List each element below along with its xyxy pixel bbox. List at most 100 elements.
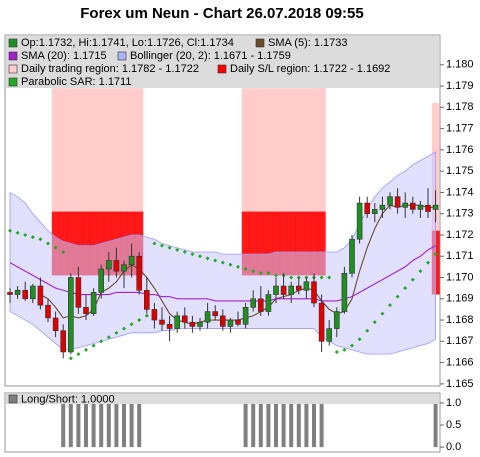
sar-dot xyxy=(274,273,278,278)
bar xyxy=(266,402,271,448)
legend-swatch xyxy=(8,77,18,87)
sar-dot xyxy=(122,326,126,331)
region xyxy=(279,211,288,276)
candle-body xyxy=(371,209,378,214)
region xyxy=(89,211,98,276)
sar-dot xyxy=(395,294,400,299)
candle-body xyxy=(83,306,89,314)
candle-body xyxy=(14,289,21,295)
sar-dot xyxy=(152,241,157,246)
y-tick-label: 1.168 xyxy=(446,314,474,326)
sar-dot xyxy=(8,228,12,233)
sar-dot xyxy=(334,349,339,354)
bar xyxy=(243,402,248,448)
sar-dot xyxy=(403,286,408,291)
sar-dot xyxy=(61,249,66,254)
candle-body xyxy=(90,292,97,314)
region xyxy=(317,88,326,212)
region xyxy=(135,88,144,212)
region xyxy=(272,88,281,212)
region xyxy=(287,88,296,212)
candle-body xyxy=(257,298,264,312)
y-tick-label: 1.179 xyxy=(446,80,474,92)
region xyxy=(241,88,250,212)
candle-body xyxy=(311,281,317,304)
sar-dot xyxy=(357,337,362,342)
candle-body xyxy=(356,202,363,240)
bar xyxy=(61,402,66,448)
candle-body xyxy=(189,321,196,327)
y-tick-label: 1.172 xyxy=(446,229,474,241)
region xyxy=(249,88,258,212)
y-tick-label: 1.166 xyxy=(446,357,474,369)
region xyxy=(302,211,311,276)
legend-label: SMA (5): 1.1733 xyxy=(268,37,348,49)
bar xyxy=(91,402,96,448)
candle-body xyxy=(280,285,287,295)
candle-body xyxy=(75,277,82,308)
candle-body xyxy=(204,311,211,323)
price-plot xyxy=(7,88,440,361)
sar-dot xyxy=(319,275,324,280)
region xyxy=(51,88,60,212)
y-tick-label: 1.171 xyxy=(446,250,474,262)
legend-swatch xyxy=(255,38,265,48)
region xyxy=(249,211,258,276)
sar-dot xyxy=(144,313,149,318)
candle-body xyxy=(318,302,325,342)
candle-body xyxy=(235,319,241,325)
candle-body xyxy=(151,309,158,321)
sar-dot xyxy=(342,347,347,352)
candle-body xyxy=(166,324,173,329)
y-tick-label: 1.176 xyxy=(446,144,474,156)
bar xyxy=(129,402,134,448)
legend-swatch xyxy=(8,38,18,48)
candle-body xyxy=(387,196,393,206)
sar-dot xyxy=(160,243,164,248)
sar-dot xyxy=(426,260,430,265)
overlay: 1.165 1.166 1.167 1.168 1.169 1.170 1.171 1.172… xyxy=(6,36,474,453)
region xyxy=(82,88,91,212)
sar-dot xyxy=(167,245,172,250)
y-tick-label: 1.0 xyxy=(446,397,461,409)
bar xyxy=(122,402,126,448)
sar-dot xyxy=(137,318,142,323)
candle-body xyxy=(68,277,74,353)
region xyxy=(310,88,319,212)
region xyxy=(264,211,273,276)
sar-dot xyxy=(190,252,195,257)
sar-dot xyxy=(220,260,225,265)
sar-dot xyxy=(365,328,370,333)
y-tick-label: 0.5 xyxy=(446,419,461,431)
candle-body xyxy=(37,285,44,306)
bar xyxy=(99,402,104,448)
y-tick-label: 1.177 xyxy=(446,123,474,135)
sar-dot xyxy=(114,330,119,335)
legend-swatch xyxy=(117,51,127,61)
y-tick-label: 1.173 xyxy=(446,208,474,220)
sar-dot xyxy=(289,275,294,280)
sar-dot xyxy=(68,356,73,361)
candle-body xyxy=(7,292,13,295)
sar-dot xyxy=(106,335,111,340)
region xyxy=(97,88,106,212)
candle-body xyxy=(174,315,180,329)
region xyxy=(279,88,288,212)
candle-body xyxy=(227,319,234,327)
sar-dot xyxy=(418,269,423,274)
sar-dot xyxy=(182,249,187,254)
bar xyxy=(68,402,73,448)
candle-body xyxy=(29,285,36,300)
candle-body xyxy=(22,289,29,300)
legend-swatch xyxy=(8,51,18,61)
candle-body xyxy=(182,315,188,323)
sar-dot xyxy=(258,271,263,276)
candle-body xyxy=(402,202,409,208)
candle-body xyxy=(432,204,439,210)
legend-box xyxy=(6,36,439,88)
candle-body xyxy=(144,289,150,310)
region xyxy=(302,88,311,212)
region xyxy=(82,211,91,276)
candle-body xyxy=(409,202,416,210)
candle-body xyxy=(197,321,203,327)
